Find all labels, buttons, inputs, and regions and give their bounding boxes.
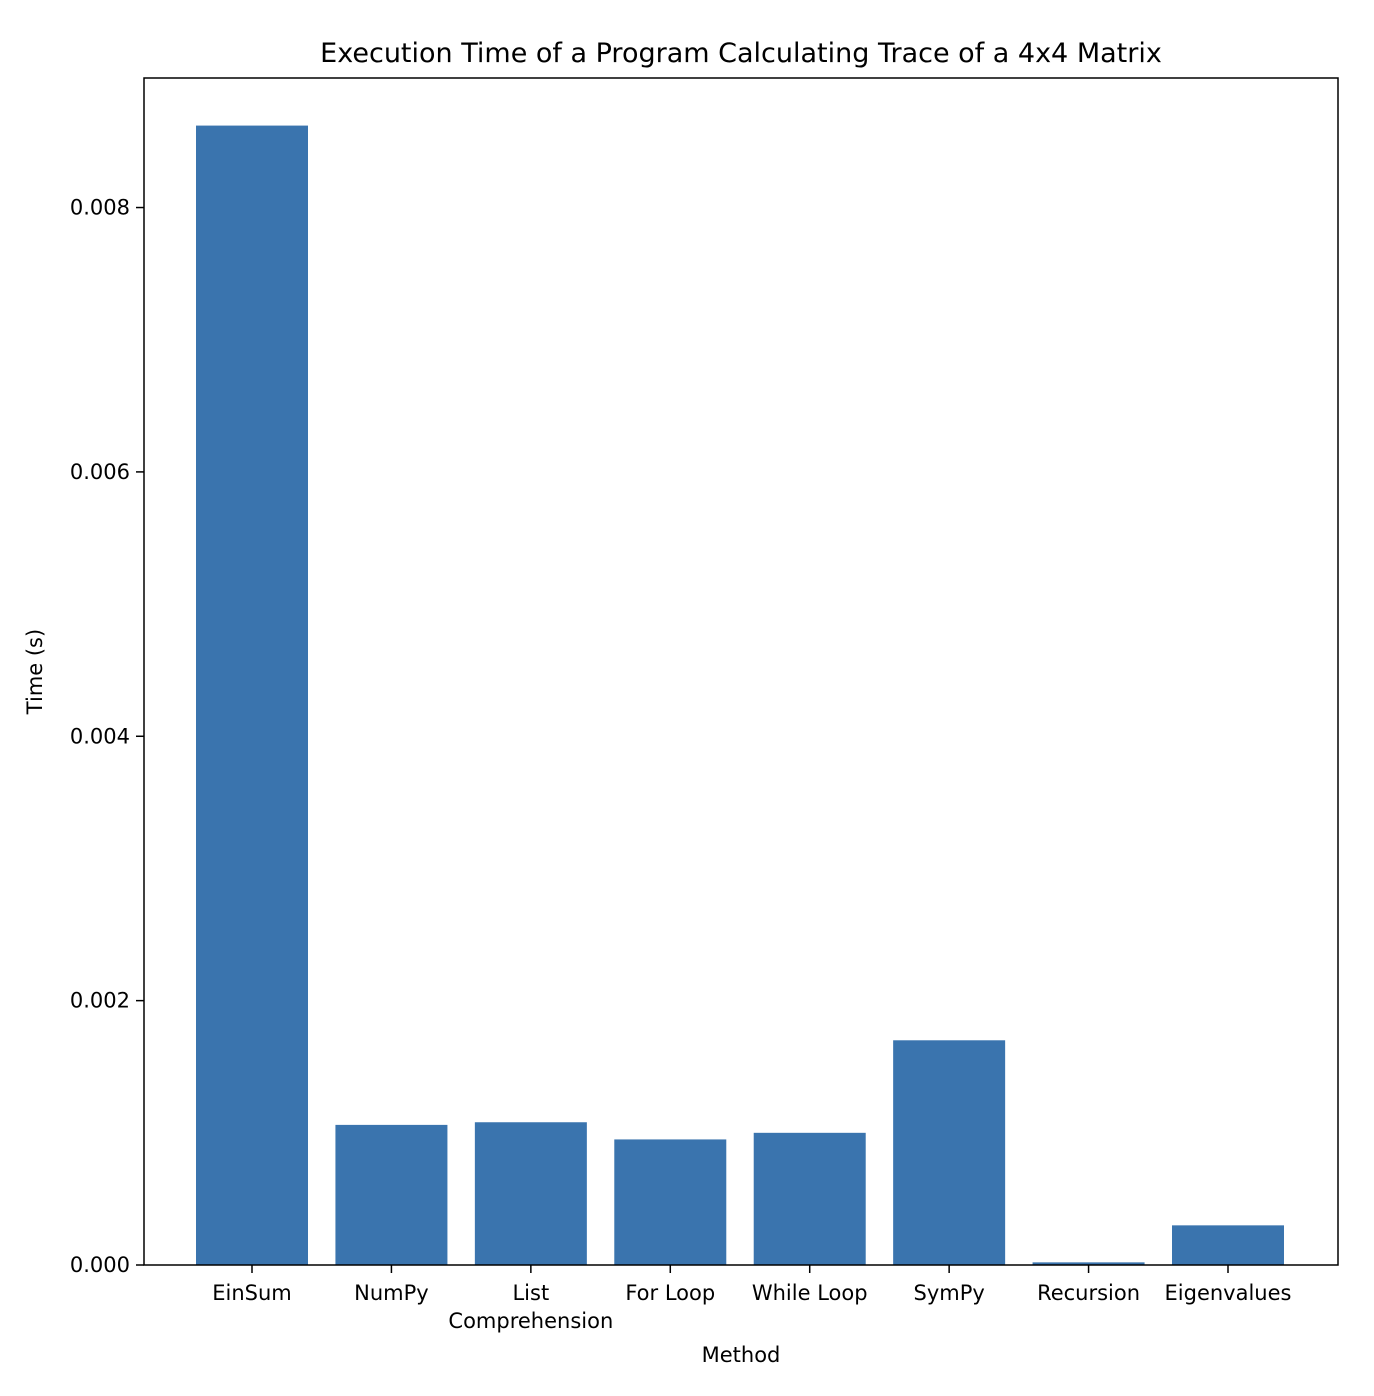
bars-layer	[196, 125, 1284, 1266]
bar	[893, 1040, 1006, 1265]
bar	[753, 1132, 866, 1265]
x-tick-label: Eigenvalues	[1165, 1281, 1292, 1305]
bar	[1032, 1262, 1145, 1265]
plot-frame	[143, 77, 1339, 1266]
bar	[614, 1139, 727, 1265]
y-tick-label: 0.000	[70, 1253, 130, 1277]
bar	[335, 1124, 448, 1265]
x-tick-label: List	[512, 1281, 549, 1305]
x-tick-label: EinSum	[212, 1281, 292, 1305]
x-tick-label: SymPy	[913, 1281, 984, 1305]
x-axis-label: Method	[702, 1343, 781, 1367]
y-tick-label: 0.004	[70, 724, 130, 748]
x-tick-label: Comprehension	[448, 1309, 613, 1333]
bar	[474, 1122, 587, 1265]
bar	[1172, 1225, 1284, 1265]
chart-title: Execution Time of a Program Calculating …	[320, 38, 1162, 69]
y-axis-label: Time (s)	[23, 629, 47, 715]
x-tick-label: Recursion	[1037, 1281, 1140, 1305]
y-axis-ticks: 0.000 0.002 0.004 0.006 0.008	[70, 196, 144, 1277]
y-tick-label: 0.008	[70, 196, 130, 220]
x-axis-ticks: EinSum NumPy List Comprehension For Loop Whil…	[212, 1265, 1291, 1333]
bar	[196, 125, 308, 1266]
x-tick-label: For Loop	[625, 1281, 715, 1305]
x-tick-label: While Loop	[752, 1281, 868, 1305]
y-tick-label: 0.006	[70, 460, 130, 484]
y-tick-label: 0.002	[70, 989, 130, 1013]
x-tick-label: NumPy	[354, 1281, 429, 1305]
